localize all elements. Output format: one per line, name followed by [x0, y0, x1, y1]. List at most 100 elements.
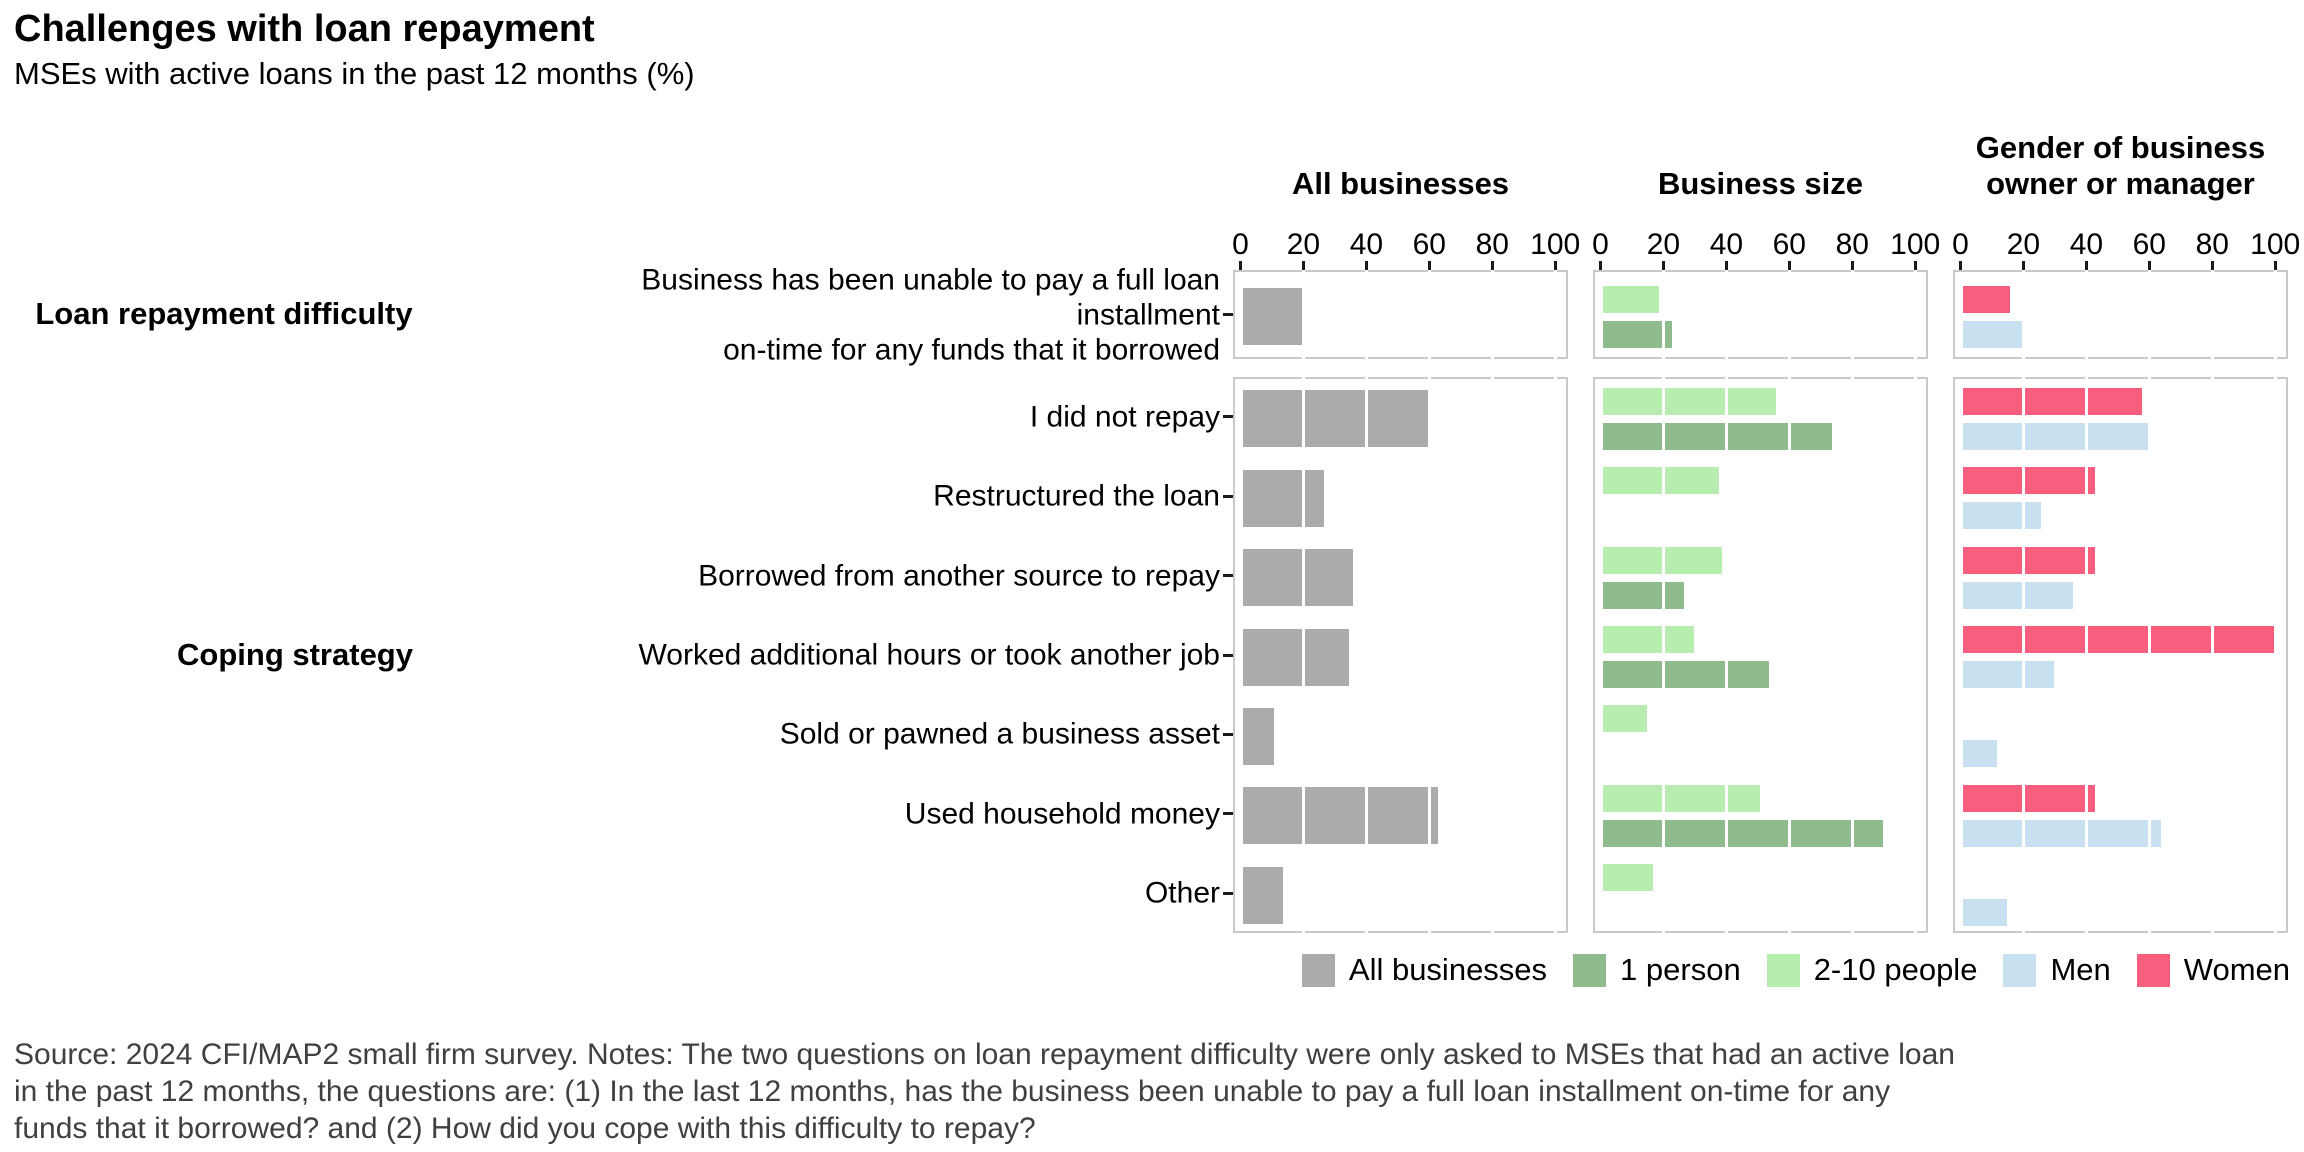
legend-swatch [1766, 953, 1800, 987]
bar-all [1242, 866, 1284, 924]
bar-men [1962, 422, 2152, 450]
row-label: Restructured the loan [933, 479, 1220, 513]
x-axis-tick-mark [1490, 261, 1494, 270]
bar-women [1962, 467, 2095, 495]
panel-gridline [1913, 377, 1917, 935]
x-axis-tick-mark [1787, 261, 1791, 270]
bar-all [1242, 469, 1325, 527]
bar-all [1242, 288, 1306, 345]
bar-women [1962, 546, 2095, 574]
bar-men [1962, 899, 2007, 927]
legend-label: All businesses [1348, 952, 1548, 987]
legend-swatch [1301, 953, 1335, 987]
y-axis-tick-mark [1223, 574, 1233, 578]
row-label: Borrowed from another source to repay [698, 559, 1220, 593]
legend-label: Men [2050, 952, 2111, 987]
legend-item: Men [2003, 952, 2111, 988]
legend-item: All businesses [1301, 952, 1548, 988]
x-axis-tick-mark [1239, 261, 1242, 270]
x-axis-tick-mark [1599, 261, 1602, 270]
legend-item: Women [2136, 952, 2290, 988]
source-note: Source: 2024 CFI/MAP2 small firm survey.… [14, 1036, 2274, 1147]
bar-men [1962, 581, 2073, 609]
bar-all [1242, 787, 1438, 845]
x-axis-tick-label: 0 [1232, 228, 1249, 261]
bar-one_person [1602, 661, 1770, 688]
panel-gridline [1913, 270, 1917, 361]
panel-gridline [1661, 377, 1665, 935]
bar-women [1962, 626, 2278, 653]
panel-gridline [1364, 377, 1368, 935]
x-axis-tick-label: 100 [1890, 228, 1941, 261]
x-axis-tick-label: 60 [1412, 228, 1446, 261]
facet-panel [1593, 377, 1928, 935]
panel-gridline [2021, 377, 2025, 935]
bar-men [1962, 320, 2023, 348]
bar-two_ten [1602, 626, 1694, 653]
panel-gridline [1427, 377, 1431, 935]
x-axis-tick-label: 80 [1835, 228, 1869, 261]
x-axis-tick-mark [1364, 261, 1368, 270]
x-axis-tick-label: 0 [1952, 228, 1969, 261]
panel-header: All businesses [1291, 166, 1510, 201]
panel-gridline [1553, 270, 1557, 361]
bar-two_ten [1602, 705, 1647, 733]
row-label: Sold or pawned a business asset [779, 717, 1220, 751]
legend-label: 1 person [1620, 952, 1741, 987]
x-axis-tick-label: 20 [1646, 228, 1681, 261]
y-axis-tick-mark [1223, 494, 1233, 498]
panel-gridline [2210, 377, 2214, 935]
bar-women [1962, 784, 2095, 812]
panel-gridline [2273, 270, 2277, 361]
x-axis-tick-label: 100 [2250, 228, 2301, 261]
panel-gridline [1787, 377, 1791, 935]
legend-label: Women [2183, 952, 2290, 987]
facet-panel [1233, 377, 1568, 935]
x-axis-tick-mark [1661, 261, 1665, 270]
bar-men [1962, 740, 1998, 768]
y-axis-tick-mark [1223, 313, 1233, 316]
facet-panel [1593, 270, 1928, 361]
bar-all [1242, 390, 1432, 448]
row-label: Other [1144, 876, 1220, 910]
panel-gridline [1724, 377, 1728, 935]
x-axis-tick-label: 60 [1772, 228, 1806, 261]
panel-gridline [2084, 377, 2088, 935]
row-label: I did not repay [1029, 400, 1220, 434]
panel-gridline [2273, 377, 2277, 935]
page-title: Challenges with loan repayment [14, 8, 595, 50]
x-axis-tick-label: 20 [2006, 228, 2041, 261]
x-axis-tick-label: 60 [2132, 228, 2166, 261]
x-axis-tick-label: 0 [1592, 228, 1609, 261]
x-axis-tick-mark [2084, 261, 2088, 270]
bar-all [1242, 628, 1350, 686]
x-axis-tick-label: 100 [1530, 228, 1581, 261]
bar-women [1962, 285, 2010, 313]
x-axis-tick-mark [2210, 261, 2214, 270]
x-axis-tick-label: 80 [2195, 228, 2229, 261]
facet-panel [1953, 270, 2288, 361]
x-axis-tick-mark [2147, 261, 2151, 270]
y-axis-tick-mark [1223, 812, 1233, 816]
bar-one_person [1602, 320, 1672, 348]
panel-gridline [1661, 270, 1665, 361]
x-axis-tick-label: 40 [1349, 228, 1384, 261]
group-label: Loan repayment difficulty [35, 296, 413, 331]
x-axis-tick-mark [2273, 261, 2277, 270]
panel-gridline [1490, 270, 1494, 361]
panel-header: Gender of business owner or manager [1975, 130, 2266, 201]
x-axis-tick-mark [1301, 261, 1305, 270]
bar-two_ten [1602, 285, 1660, 313]
bar-one_person [1602, 581, 1685, 609]
bar-men [1962, 502, 2042, 530]
panel-gridline [1301, 377, 1305, 935]
bar-women [1962, 387, 2142, 415]
y-axis-tick-mark [1223, 415, 1233, 419]
x-axis-tick-mark [1553, 261, 1557, 270]
panel-gridline [1364, 270, 1368, 361]
source-line: in the past 12 months, the questions are… [14, 1075, 1891, 1108]
x-axis-tick-mark [2021, 261, 2025, 270]
panel-gridline [2147, 270, 2151, 361]
x-axis-tick-mark [1427, 261, 1431, 270]
